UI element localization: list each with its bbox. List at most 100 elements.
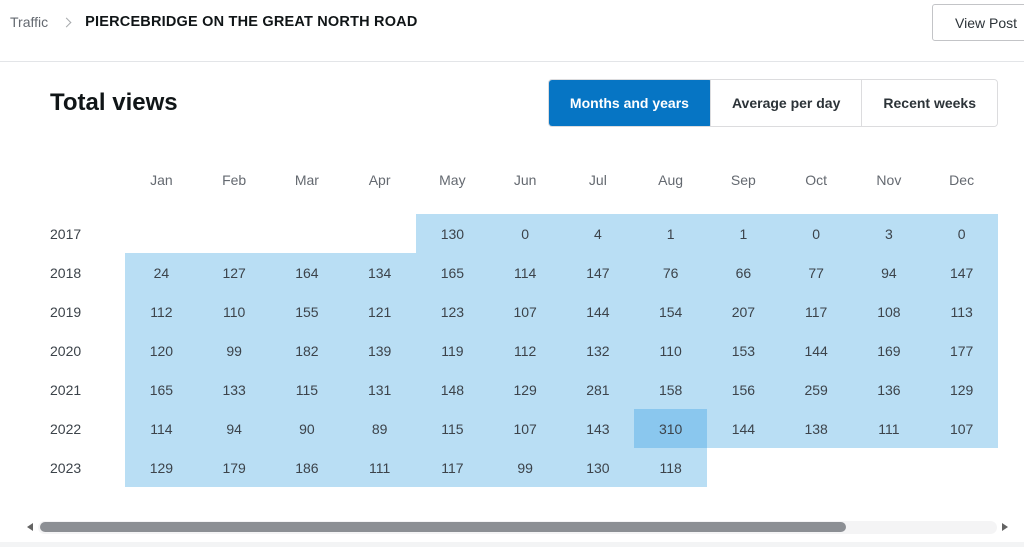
cell-2023-oct	[780, 448, 853, 487]
card-header: Total views Months and years Average per …	[0, 62, 1024, 127]
cell-2017-jan	[125, 214, 198, 253]
cell-2017-sep: 1	[707, 214, 780, 253]
cell-2023-apr: 111	[343, 448, 416, 487]
cell-2022-mar: 90	[270, 409, 344, 448]
cell-2022-feb: 94	[197, 409, 271, 448]
cell-2022-nov: 111	[852, 409, 926, 448]
cell-2019-sep: 207	[707, 292, 780, 331]
cell-2020-nov: 169	[852, 331, 926, 370]
cell-2019-nov: 108	[852, 292, 926, 331]
year-label-2022: 2022	[50, 420, 82, 437]
cell-2019-apr: 121	[343, 292, 416, 331]
cell-2017-apr	[343, 214, 416, 253]
year-label-2017: 2017	[50, 225, 82, 242]
year-label-2018: 2018	[50, 264, 82, 281]
cell-2021-dec: 129	[925, 370, 998, 409]
cell-2020-apr: 139	[343, 331, 416, 370]
cell-2017-jun: 0	[488, 214, 562, 253]
table-row-2022: 2022 114 94 90 89 115 107 143 310 144 138 111 107	[0, 409, 998, 448]
scrollbar-track[interactable]	[38, 520, 997, 534]
breadcrumb-traffic-link[interactable]: Traffic	[10, 14, 49, 30]
view-toggle-tabs: Months and years Average per day Recent we…	[547, 79, 998, 127]
cell-2019-mar: 155	[270, 292, 344, 331]
month-header-dec: Dec	[949, 172, 975, 188]
cell-2020-jun: 112	[488, 331, 562, 370]
month-header-feb: Feb	[222, 172, 247, 188]
views-heatmap-table: Jan Feb Mar Apr May Jun Jul Aug Sep Oct Nov Dec 201…	[0, 172, 998, 487]
breadcrumb-page-title: PIERCEBRIDGE ON THE GREAT NORTH ROAD	[85, 14, 418, 30]
cell-2018-apr: 134	[343, 253, 416, 292]
cell-2023-jul: 130	[561, 448, 635, 487]
month-header-nov: Nov	[876, 172, 902, 188]
cell-2020-dec: 177	[925, 331, 998, 370]
cell-2022-jun: 107	[488, 409, 562, 448]
table-row-2018: 2018 24 127 164 134 165 114 147 76 66 77 94 147	[0, 253, 998, 292]
cell-2019-oct: 117	[779, 292, 853, 331]
top-navigation-bar: Traffic PIERCEBRIDGE ON THE GREAT NORTH …	[0, 0, 1024, 62]
cell-2019-may: 123	[416, 292, 489, 331]
cell-2022-jan: 114	[125, 409, 198, 448]
table-row-2017: 2017 130 0 4 1 1 0 3 0	[0, 214, 998, 253]
scroll-left-arrow-icon[interactable]	[27, 523, 33, 531]
cell-2021-jun: 129	[488, 370, 562, 409]
tab-recent-weeks[interactable]: Recent weeks	[861, 80, 997, 126]
cell-2021-jan: 165	[125, 370, 198, 409]
cell-2018-aug: 76	[634, 253, 707, 292]
cell-2018-jan: 24	[125, 253, 198, 292]
scroll-right-arrow-icon[interactable]	[1002, 523, 1008, 531]
cell-2020-mar: 182	[270, 331, 344, 370]
month-header-jun: Jun	[513, 172, 537, 188]
cell-2021-sep: 156	[707, 370, 780, 409]
cell-2019-jun: 107	[488, 292, 562, 331]
cell-2023-dec	[925, 448, 998, 487]
month-header-aug: Aug	[658, 172, 684, 188]
cell-2022-may: 115	[416, 409, 489, 448]
table-row-2023: 2023 129 179 186 111 117 99 130 118	[0, 448, 998, 487]
cell-2021-feb: 133	[197, 370, 271, 409]
scrollbar-thumb[interactable]	[40, 522, 846, 532]
year-label-2020: 2020	[50, 342, 82, 359]
cell-2022-sep: 144	[707, 409, 780, 448]
cell-2023-jan: 129	[125, 448, 198, 487]
table-row-2019: 2019 112 110 155 121 123 107 144 154 207 117 108 113	[0, 292, 998, 331]
tab-months-and-years[interactable]: Months and years	[548, 80, 711, 126]
cell-2022-jul: 143	[561, 409, 635, 448]
cell-2020-feb: 99	[197, 331, 271, 370]
tab-average-per-day[interactable]: Average per day	[709, 80, 862, 126]
cell-2021-aug: 158	[634, 370, 707, 409]
cell-2018-jun: 114	[488, 253, 562, 292]
horizontal-scrollbar[interactable]	[27, 519, 1008, 535]
cell-2021-may: 148	[416, 370, 489, 409]
month-header-mar: Mar	[294, 172, 319, 188]
cell-2023-mar: 186	[270, 448, 344, 487]
cell-2022-oct: 138	[779, 409, 853, 448]
cell-2017-may: 130	[416, 214, 489, 253]
cell-2020-sep: 153	[707, 331, 780, 370]
month-header-may: May	[439, 172, 466, 188]
cell-2017-oct: 0	[779, 214, 853, 253]
cell-2023-nov	[853, 448, 926, 487]
chevron-right-icon	[61, 17, 72, 28]
cell-2017-nov: 3	[852, 214, 926, 253]
cell-2020-aug: 110	[634, 331, 707, 370]
cell-2017-mar	[271, 214, 344, 253]
month-header-jul: Jul	[588, 172, 607, 188]
cell-2022-dec: 107	[925, 409, 998, 448]
cell-2018-jul: 147	[561, 253, 635, 292]
cell-2017-feb	[198, 214, 271, 253]
view-post-button[interactable]: View Post	[932, 4, 1024, 41]
cell-2022-aug: 310	[634, 409, 707, 448]
page-background-strip	[0, 542, 1024, 547]
table-row-2020: 2020 120 99 182 139 119 112 132 110 153 144 169 177	[0, 331, 998, 370]
cell-2020-may: 119	[416, 331, 489, 370]
year-label-2021: 2021	[50, 381, 82, 398]
breadcrumb: Traffic PIERCEBRIDGE ON THE GREAT NORTH …	[10, 0, 418, 44]
year-label-2023: 2023	[50, 459, 82, 476]
cell-2020-jan: 120	[125, 331, 198, 370]
cell-2019-aug: 154	[634, 292, 707, 331]
month-header-sep: Sep	[730, 172, 756, 188]
cell-2021-apr: 131	[343, 370, 416, 409]
cell-2023-aug: 118	[634, 448, 707, 487]
cell-2023-may: 117	[416, 448, 489, 487]
cell-2019-jan: 112	[125, 292, 198, 331]
